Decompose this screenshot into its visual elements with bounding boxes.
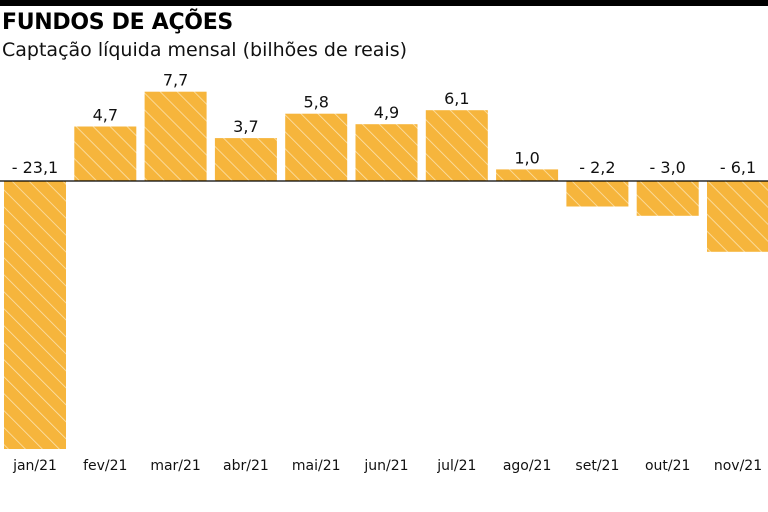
chart-title: FUNDOS DE AÇÕES xyxy=(2,10,233,35)
chart-subtitle: Captação líquida mensal (bilhões de reai… xyxy=(2,39,408,61)
value-label: 3,7 xyxy=(233,117,258,136)
x-tick-label: set/21 xyxy=(575,458,619,474)
x-tick-label: mar/21 xyxy=(150,458,201,474)
x-tick-label: ago/21 xyxy=(503,458,552,474)
bar-set-21 xyxy=(566,181,629,207)
bar-jul-21 xyxy=(425,110,488,181)
bar-out-21 xyxy=(636,181,699,216)
value-label: 4,7 xyxy=(93,106,118,125)
x-tick-label: mai/21 xyxy=(292,458,341,474)
bar-jun-21 xyxy=(355,124,418,181)
x-tick-labels-group: jan/21 fev/21 mar/21 abr/21 mai/21 jun/21 jul/… xyxy=(12,458,762,474)
value-label: - 23,1 xyxy=(12,158,58,177)
value-labels-group: - 23,1 4,7 7,7 3,7 5,8 4,9 6,1 1,0 - 2,2 - 3,0 - 6… xyxy=(12,71,756,177)
bar-jan-21 xyxy=(4,181,66,449)
x-tick-label: out/21 xyxy=(645,458,690,474)
bar-mai-21 xyxy=(285,113,348,181)
x-tick-label: abr/21 xyxy=(223,458,269,474)
value-label: - 2,2 xyxy=(579,158,615,177)
x-tick-label: jun/21 xyxy=(363,458,408,474)
value-label: - 3,0 xyxy=(650,158,686,177)
bars-group xyxy=(4,91,768,449)
value-label: - 6,1 xyxy=(720,158,756,177)
bar-mar-21 xyxy=(144,91,207,181)
top-rule xyxy=(0,0,768,6)
value-label: 7,7 xyxy=(163,71,188,90)
bar-nov-21 xyxy=(707,181,768,252)
x-tick-label: fev/21 xyxy=(83,458,127,474)
x-tick-label: jul/21 xyxy=(436,458,476,474)
value-label: 6,1 xyxy=(444,89,469,108)
value-label: 1,0 xyxy=(514,148,539,167)
bar-ago-21 xyxy=(496,169,559,181)
value-label: 4,9 xyxy=(374,103,399,122)
bar-abr-21 xyxy=(214,138,277,181)
value-label: 5,8 xyxy=(303,93,328,112)
x-tick-label: jan/21 xyxy=(12,458,57,474)
x-tick-label: nov/21 xyxy=(714,458,762,474)
bar-fev-21 xyxy=(74,126,137,181)
